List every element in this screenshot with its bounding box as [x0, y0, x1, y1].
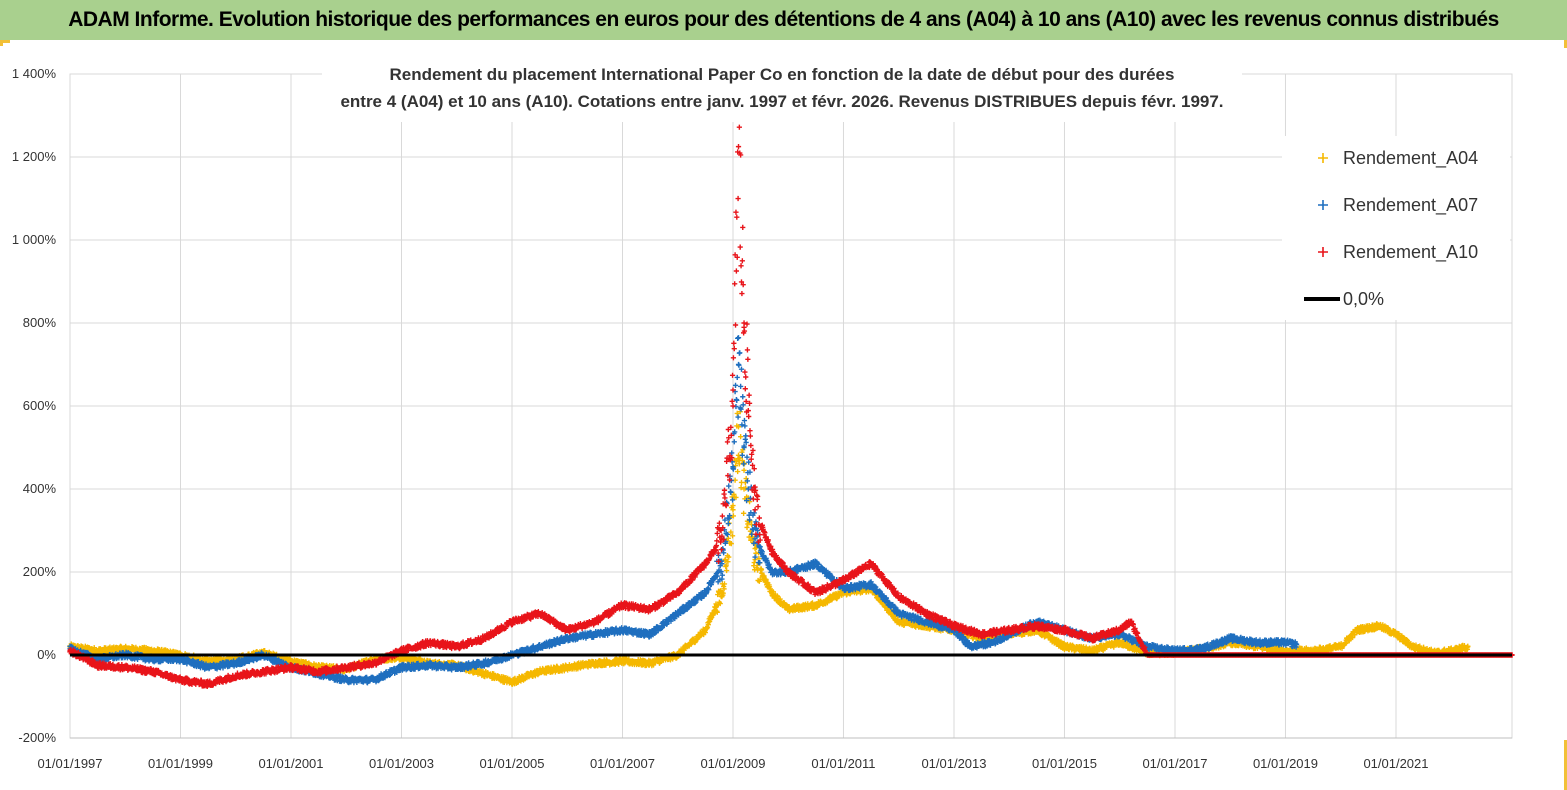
data-point [741, 510, 747, 516]
grid [69, 73, 1513, 739]
banner: ADAM Informe. Evolution historique des p… [0, 0, 1567, 40]
y-tick-label: -200% [18, 730, 56, 745]
data-point [737, 350, 743, 356]
data-point [743, 433, 749, 439]
data-point [739, 452, 745, 458]
banner-corner-left-top-h [0, 40, 10, 43]
banner-corner-right-top [1564, 40, 1567, 48]
y-tick-label: 600% [23, 398, 57, 413]
axes: -200% 0% 200% 400% 600% 800% 1 000% 1 200% 1 400… [12, 66, 1512, 771]
x-tick-label: 01/01/2009 [700, 756, 765, 771]
x-tick-label: 01/01/2015 [1032, 756, 1097, 771]
data-point [738, 366, 745, 372]
x-tick-label: 01/01/2021 [1363, 756, 1428, 771]
y-tick-label: 1 200% [12, 149, 57, 164]
x-tick-label: 01/01/2013 [921, 756, 986, 771]
x-tick-label: 01/01/1997 [37, 756, 102, 771]
data-point [732, 382, 739, 388]
data-point [742, 423, 748, 429]
data-point [734, 397, 740, 403]
y-tick-label: 1 000% [12, 232, 57, 247]
x-tick-label: 01/01/2007 [590, 756, 655, 771]
data-point [738, 434, 744, 440]
x-tick-label: 01/01/2003 [369, 756, 434, 771]
x-tick-label: 01/01/2011 [811, 756, 875, 771]
data-point [744, 524, 750, 531]
data-point [725, 521, 731, 527]
data-point [726, 483, 732, 489]
data-point [735, 414, 741, 420]
x-tick-label: 01/01/2019 [1253, 756, 1318, 771]
data-point [735, 335, 742, 341]
y-tick-label: 400% [23, 481, 57, 496]
banner-title: ADAM Informe. Evolution historique des p… [68, 8, 1499, 31]
data-point [731, 439, 737, 445]
y-tick-label: 800% [23, 315, 57, 330]
data-point [734, 374, 740, 381]
x-tick-label: 01/01/2017 [1142, 756, 1207, 771]
x-tick-label: 01/01/2001 [258, 756, 323, 771]
banner-corner-left-top [0, 40, 3, 46]
banner-corner-right-bottom [1564, 740, 1567, 790]
chart: -200% 0% 200% 400% 600% 800% 1 000% 1 200% 1 400… [12, 56, 1515, 771]
x-tick-label: 01/01/2005 [479, 756, 544, 771]
y-tick-label: 1 400% [12, 66, 57, 81]
y-tick-label: 200% [23, 564, 57, 579]
data-point [738, 383, 744, 389]
data-point [740, 394, 746, 400]
x-tick-label: 01/01/1999 [148, 756, 213, 771]
y-tick-label: 0% [37, 647, 56, 662]
data-point [741, 417, 748, 424]
